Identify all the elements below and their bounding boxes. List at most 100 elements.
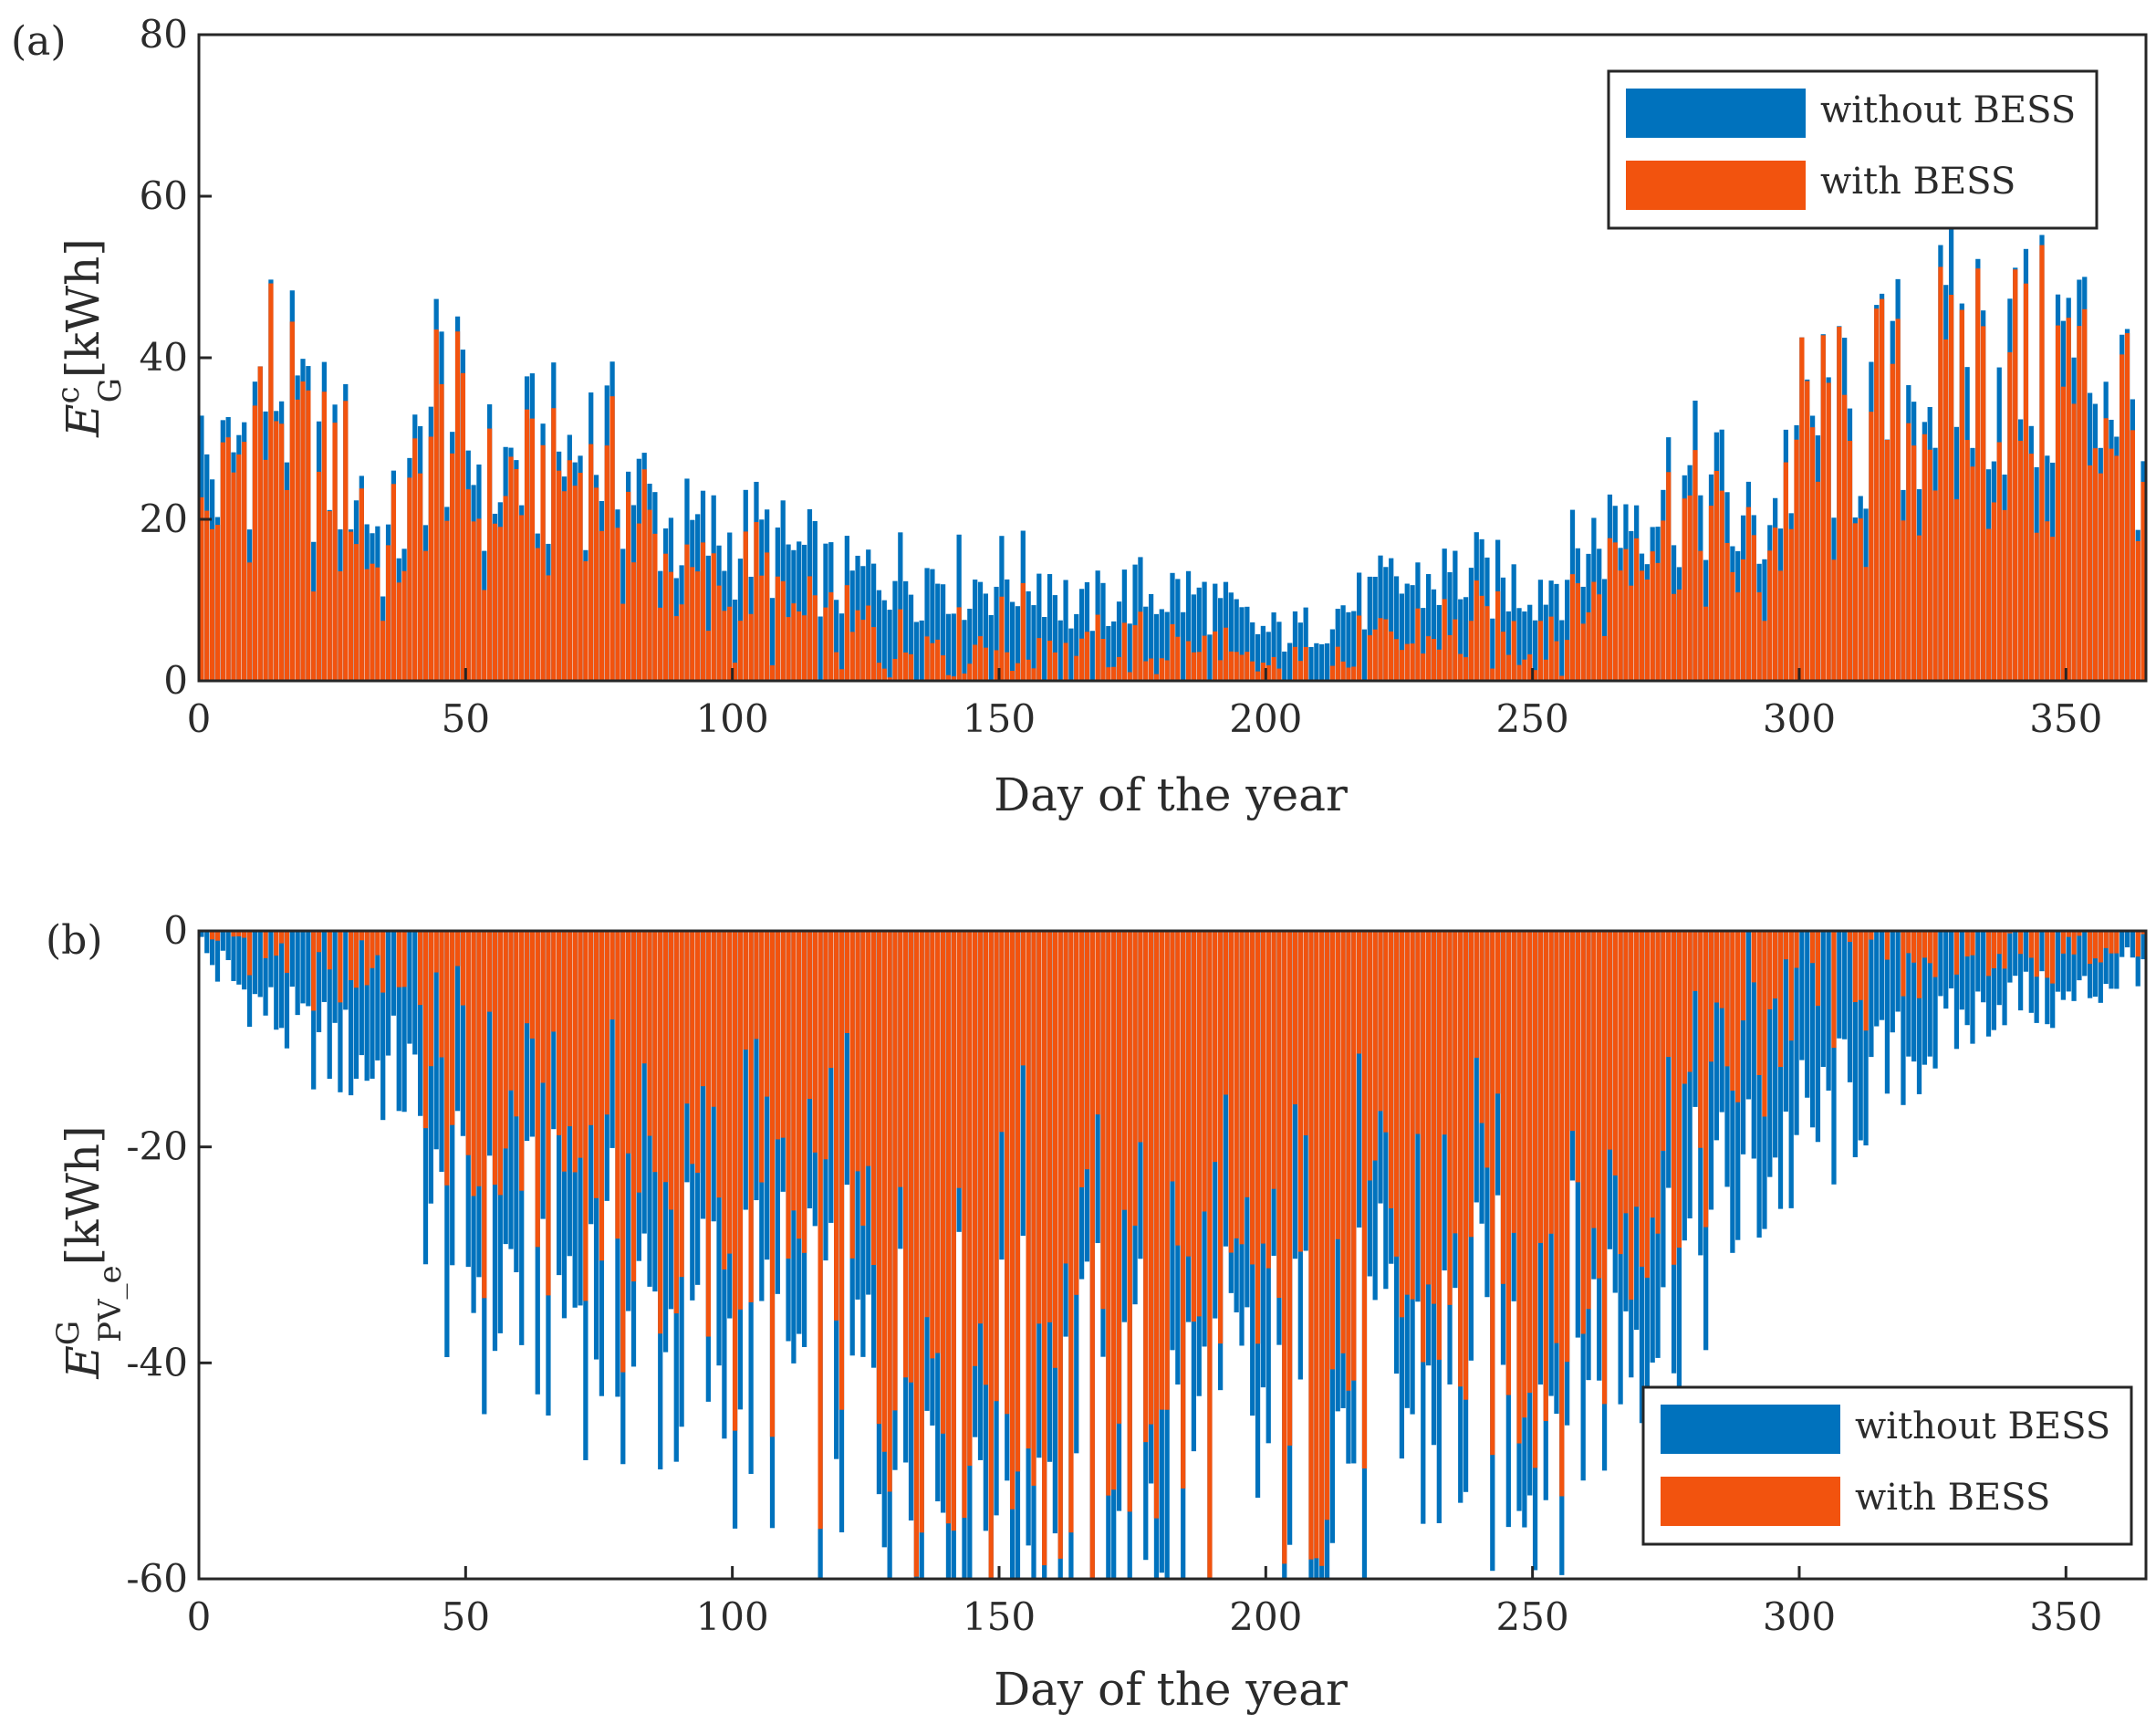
panel-a-bar-without-day-170: [1100, 582, 1106, 681]
panel-b-bar-without-day-240: [1474, 931, 1479, 1203]
panel-b-bar-with-day-276: [1666, 931, 1672, 1058]
panel-a-bar-with-day-268: [1623, 549, 1629, 681]
panel-b-bar-with-day-49: [454, 931, 461, 966]
panel-a-bar-with-day-172: [1111, 666, 1117, 681]
panel-a-bar-with-day-2: [204, 510, 210, 681]
panel-b-bar-without-day-18: [289, 931, 295, 987]
panel-b-bar-with-day-285: [1713, 931, 1719, 1003]
panel-b-bar-with-day-347: [2045, 931, 2050, 978]
panel-a: (a) 0 50 100 150 200 250 300 350 0 20 40 60 80 Day o…: [11, 12, 2148, 821]
panel-a-bar-with-day-284: [1708, 506, 1714, 681]
panel-a-bar-without-day-253: [1543, 604, 1548, 681]
panel-a-bar-without-day-157: [1031, 605, 1036, 681]
panel-b-bar-with-day-223: [1383, 931, 1389, 1133]
panel-a-bar-with-day-44: [428, 436, 433, 681]
panel-a-bar-with-day-8: [236, 454, 242, 681]
panel-a-bar-with-day-24: [321, 392, 328, 681]
panel-b-bar-with-day-330: [1953, 931, 1960, 975]
panel-b-bar-without-day-50: [460, 931, 466, 1136]
panel-b-bar-with-day-208: [1303, 931, 1308, 1135]
panel-b-bar-with-day-68: [557, 931, 562, 1135]
panel-b-bar-with-day-266: [1612, 931, 1618, 1175]
panel-b-bar-with-day-25: [327, 931, 332, 970]
panel-b-bar-with-day-204: [1282, 931, 1287, 1564]
panel-a-bar-with-day-12: [257, 366, 263, 681]
panel-b-label: (b): [46, 917, 103, 964]
panel-a-bar-without-day-217: [1351, 611, 1357, 681]
panel-a-bar-with-day-20: [300, 381, 306, 681]
panel-b-bar-with-day-8: [236, 931, 242, 936]
panel-b-bar-without-day-78: [609, 931, 615, 1148]
panel-b-bar-with-day-241: [1479, 931, 1484, 1123]
panel-b-bar-with-day-34: [375, 931, 380, 956]
panel-a-bar-without-day-197: [1245, 606, 1250, 681]
panel-a-bar-without-day-226: [1399, 593, 1405, 681]
panel-a-bar-with-day-71: [572, 486, 578, 681]
panel-a-bar-without-day-207: [1297, 622, 1303, 681]
panel-a-bar-with-day-213: [1329, 665, 1336, 681]
panel-b-bar-with-day-286: [1719, 931, 1724, 1008]
panel-a-bar-with-day-178: [1143, 661, 1149, 681]
panel-a-bar-with-day-224: [1389, 631, 1394, 681]
panel-a-bar-with-day-50: [460, 372, 466, 681]
panel-b-ylabel-sub: PV_e: [92, 1265, 129, 1343]
panel-a-bar-with-day-364: [2135, 541, 2140, 681]
panel-b-bar-with-day-214: [1335, 931, 1340, 1239]
panel-b-bar-without-day-36: [385, 931, 391, 1056]
panel-a-bar-with-day-184: [1175, 636, 1181, 681]
panel-a-bar-with-day-105: [754, 522, 759, 681]
panel-a-bar-with-day-180: [1153, 674, 1160, 681]
panel-b-bar-with-day-120: [834, 931, 839, 1321]
panel-b-bar-without-day-9: [242, 931, 247, 990]
panel-b-bar-with-day-163: [1063, 931, 1068, 1264]
panel-a-bar-with-day-139: [935, 639, 941, 681]
panel-a-bar-without-day-140: [940, 584, 946, 681]
panel-a-bar-without-day-184: [1175, 579, 1181, 681]
panel-b-bar-without-day-361: [2120, 931, 2125, 957]
panel-b-bar-with-day-260: [1580, 931, 1586, 1334]
panel-a-bar-with-day-291: [1745, 507, 1752, 681]
panel-a-ylabel: Ec G[kWh]: [50, 238, 129, 438]
panel-b-bar-with-day-87: [658, 931, 663, 1334]
panel-b-bar-with-day-261: [1586, 931, 1591, 1310]
panel-a-bar-with-day-23: [316, 471, 322, 681]
panel-a-bar-without-day-196: [1239, 607, 1245, 681]
panel-b-bar-without-day-25: [327, 931, 332, 1080]
panel-b-bar-with-day-134: [908, 931, 914, 1383]
panel-b-bar-without-day-334: [1975, 931, 1981, 992]
panel-b-bar-with-day-205: [1287, 931, 1293, 1446]
panel-a-bar-with-day-161: [1052, 652, 1057, 681]
panel-b-bar-without-day-319: [1895, 931, 1901, 1012]
panel-b-bar-with-day-275: [1661, 931, 1666, 1151]
panel-b-bar-with-day-39: [401, 931, 407, 987]
panel-a-bar-with-day-35: [380, 621, 386, 681]
panel-b-bar-with-day-225: [1393, 931, 1400, 1257]
panel-a-bar-with-day-298: [1783, 462, 1788, 681]
panel-b-bar-with-day-143: [956, 931, 962, 1188]
panel-a-bar-with-day-123: [849, 632, 855, 681]
panel-b-bar-without-day-286: [1719, 931, 1724, 1113]
panel-b-legend: without BESS with BESS: [1641, 1385, 2133, 1546]
panel-b-bar-with-day-185: [1181, 931, 1186, 1489]
panel-a-bar-without-day-201: [1265, 632, 1271, 681]
panel-b-bar-with-day-236: [1453, 931, 1458, 1234]
panel-a-bar-with-day-260: [1580, 623, 1586, 681]
panel-b-ylabel: EG PV_e[kWh]: [50, 1125, 129, 1379]
panel-b-bar-without-day-293: [1756, 931, 1762, 1238]
panel-a-bar-without-day-154: [1015, 606, 1021, 681]
panel-a-bar-with-day-124: [855, 610, 860, 681]
panel-a-bar-with-day-152: [1005, 652, 1010, 681]
panel-b-bar-without-day-313: [1863, 931, 1869, 1146]
panel-b-bar-with-day-159: [1042, 931, 1047, 1566]
panel-b-bar-with-day-178: [1143, 931, 1149, 1443]
panel-a-bar-with-day-188: [1196, 652, 1202, 681]
panel-b-bar-without-day-281: [1693, 931, 1698, 1107]
panel-a-bar-without-day-190: [1207, 634, 1213, 681]
panel-a-bar-with-day-68: [557, 470, 562, 681]
panel-a-bar-with-day-27: [338, 570, 343, 681]
panel-a-bar-without-day-255: [1554, 583, 1559, 681]
panel-b-bar-with-day-114: [801, 931, 807, 1253]
panel-a-bar-without-day-230: [1421, 608, 1426, 681]
panel-b-bar-without-day-84: [641, 931, 647, 1234]
panel-b-bar-without-day-40: [407, 931, 412, 1044]
